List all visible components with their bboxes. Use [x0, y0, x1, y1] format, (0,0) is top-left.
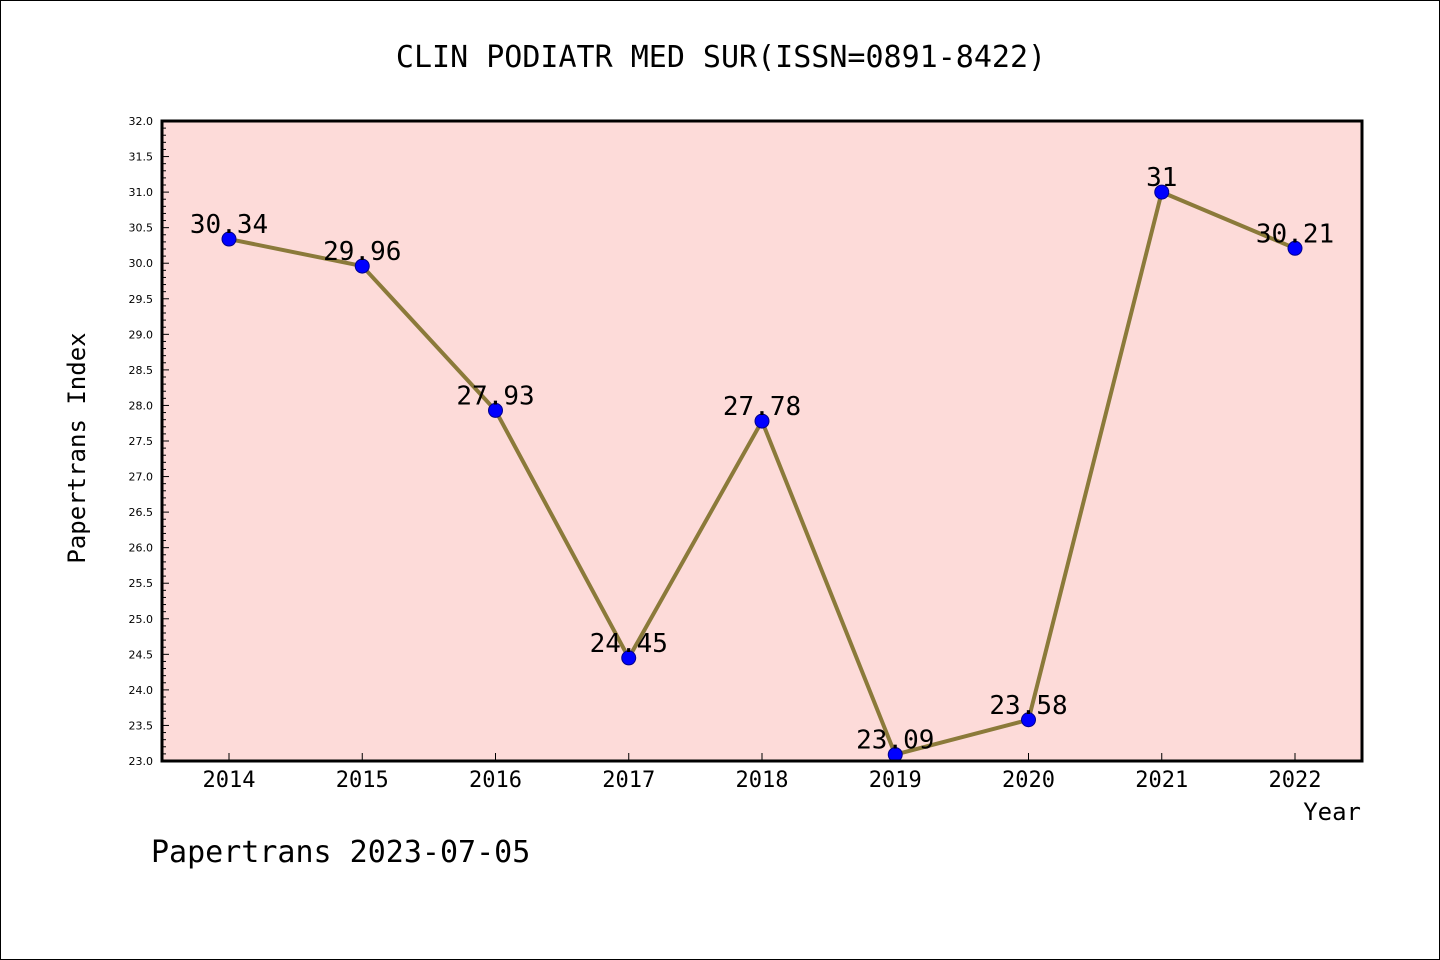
y-tick-label: 25.5	[129, 577, 154, 590]
y-tick-label: 23.5	[129, 719, 154, 732]
data-label: 27.78	[723, 392, 801, 422]
data-point	[1021, 712, 1036, 728]
data-label: 31	[1146, 163, 1177, 193]
y-tick-label: 27.0	[129, 471, 154, 484]
y-tick-label: 27.5	[129, 435, 154, 448]
data-point	[1154, 184, 1170, 200]
y-tick-label: 28.0	[129, 399, 154, 412]
y-tick-label: 24.5	[129, 648, 154, 661]
y-tick-label: 30.5	[129, 222, 154, 235]
y-tick-label: 31.5	[129, 151, 154, 164]
y-axis-label: Papertrans Index	[63, 332, 91, 563]
y-tick-label: 32.0	[129, 115, 154, 128]
x-tick-label: 2021	[1135, 768, 1188, 793]
x-axis-label: Year	[1303, 798, 1361, 826]
x-tick-label: 2018	[736, 768, 789, 793]
y-tick-label: 26.5	[129, 506, 154, 519]
x-tick-label: 2019	[869, 768, 922, 793]
data-point	[488, 402, 503, 418]
x-tick-label: 2015	[336, 768, 389, 793]
x-tick-label: 2017	[602, 768, 655, 793]
data-point	[354, 258, 370, 274]
y-tick-label: 31.0	[129, 186, 154, 199]
y-tick-label: 24.0	[129, 684, 154, 697]
x-tick-label: 2022	[1269, 768, 1322, 793]
data-labels: 30.34 29.96 27.93 24.45 27.78 23.09 23.58 31 30.…	[190, 163, 1334, 755]
plot-frame	[160, 119, 1364, 763]
y-tick-label: 29.0	[129, 328, 154, 341]
y-tick-label: 30.0	[129, 257, 154, 270]
chart-title: CLIN PODIATR MED SUR(ISSN=0891-8422)	[396, 40, 1046, 75]
data-point	[221, 231, 237, 247]
plot-area	[162, 121, 1362, 761]
watermark: Papertrans 2023-07-05	[151, 835, 531, 870]
data-point	[1287, 240, 1303, 256]
data-label: 30.34	[190, 210, 268, 240]
x-tick-label: 2016	[469, 768, 522, 793]
data-label: 30.21	[1256, 219, 1334, 249]
y-tick-label: 26.0	[129, 542, 154, 555]
data-label: 29.96	[323, 237, 401, 267]
y-tick-label: 25.0	[129, 613, 154, 626]
data-point	[621, 650, 637, 666]
data-label: 24.45	[590, 629, 668, 659]
y-tick-label: 23.0	[129, 755, 154, 768]
data-label: 23.09	[856, 726, 934, 756]
y-tick-label: 29.5	[129, 293, 154, 306]
x-tick-label: 2014	[203, 768, 256, 793]
data-label: 27.93	[456, 381, 534, 411]
y-tick-label: 28.5	[129, 364, 154, 377]
data-label: 23.58	[989, 691, 1067, 721]
axis-ticks: 23.0 23.5 24.0 24.5 25.0 25.5 26.0 26.5 27.0 27.5…	[129, 115, 1322, 793]
data-point	[754, 413, 770, 429]
x-tick-label: 2020	[1002, 768, 1055, 793]
